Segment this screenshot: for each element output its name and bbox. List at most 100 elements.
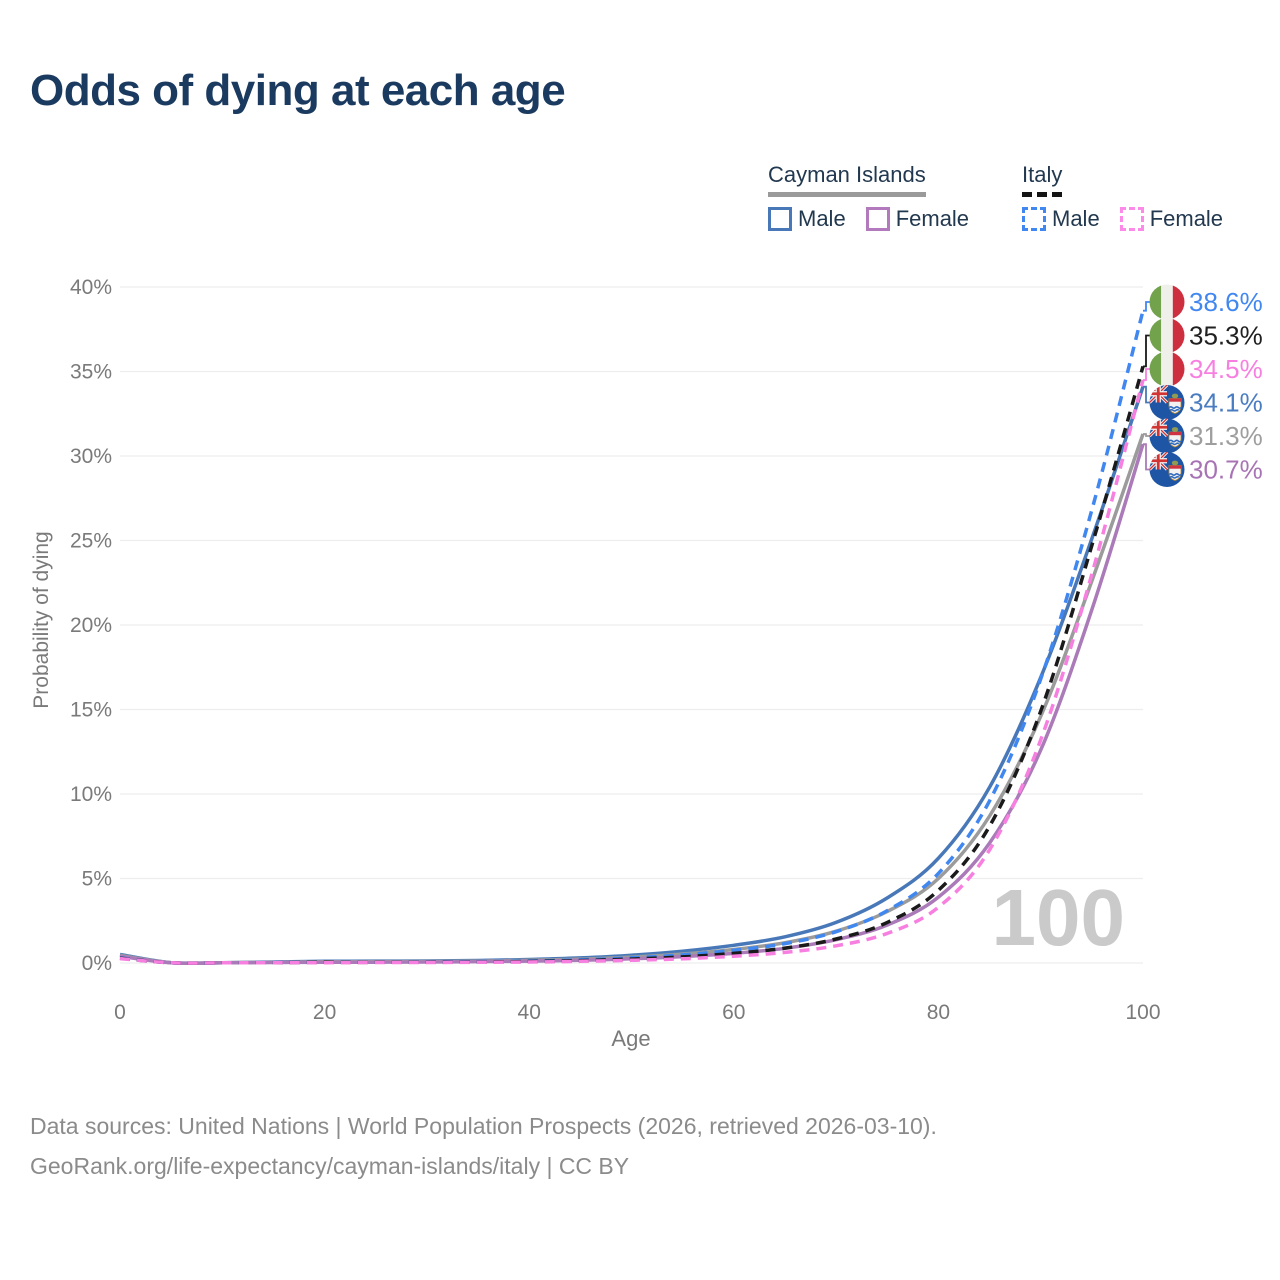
cayman-islands-flag-icon	[1149, 385, 1185, 420]
cayman-female-swatch-icon	[865, 207, 890, 231]
y-tick-label: 25%	[70, 530, 112, 553]
end-label-flag-italy-male	[1149, 284, 1185, 320]
cayman-crest	[1168, 427, 1182, 448]
axis-layer: 0% 5% 10% 15% 20% 25% 30% 35% 40% 0 20 40 60 80 100 Age…	[30, 276, 1161, 1051]
italy-flag-green	[1149, 318, 1162, 353]
end-label-value-italy-male: 38.6%	[1189, 287, 1263, 317]
end-label-value-cayman-islands-total: 31.3%	[1189, 421, 1263, 451]
y-tick-label: 0%	[82, 952, 112, 975]
x-tick-label: 20	[313, 1001, 336, 1024]
italy-flag-red	[1172, 318, 1185, 353]
union-jack-cross-red	[1149, 452, 1167, 470]
y-tick-label: 15%	[70, 699, 112, 722]
crest-chief	[1169, 398, 1181, 402]
crest-turtle	[1171, 427, 1179, 432]
crest-wave	[1169, 475, 1180, 479]
end-label-flag-cayman-islands-total	[1149, 418, 1185, 454]
cayman-crest	[1168, 460, 1182, 481]
end-label-flag-cayman-islands-female	[1149, 452, 1185, 487]
cayman-male-swatch-icon	[768, 207, 792, 231]
end-label-value-italy-female: 34.5%	[1189, 354, 1263, 384]
legend-item-label: Female	[895, 206, 970, 231]
x-tick-label: 40	[518, 1001, 541, 1024]
italy-flag-red	[1172, 351, 1185, 387]
footer-source-line: Data sources: United Nations | World Pop…	[30, 1113, 937, 1139]
legend-items-italy: Male Female	[1022, 206, 1223, 232]
italy-flag-icon	[1149, 318, 1185, 353]
y-tick-label: 30%	[70, 445, 112, 468]
end-label-leader-cayman-islands-total	[1143, 433, 1151, 437]
end-label-flag-italy-female	[1149, 351, 1185, 387]
watermark-layer: 100	[992, 873, 1125, 962]
legend-item-italy-male[interactable]: Male	[1022, 206, 1100, 232]
y-tick-label: 10%	[70, 783, 112, 806]
grid-layer	[120, 286, 1143, 964]
italy-flag-red	[1172, 284, 1185, 320]
crest-chief	[1169, 432, 1181, 436]
y-tick-label: 35%	[70, 361, 112, 384]
italy-flag-green	[1149, 351, 1162, 387]
legend-items-cayman: Male Female	[768, 206, 969, 232]
y-tick-label: 40%	[70, 276, 112, 299]
italy-flag-icon	[1149, 351, 1185, 387]
crest-chief	[1169, 465, 1181, 469]
end-label-leader-italy-female	[1143, 368, 1151, 381]
italy-flag-green	[1149, 284, 1162, 320]
italy-flag-icon	[1149, 284, 1185, 320]
crest-wave	[1168, 473, 1182, 476]
crest-wave	[1169, 408, 1180, 412]
y-tick-label: 20%	[70, 614, 112, 637]
legend-item-cayman-female[interactable]: Female	[865, 206, 970, 232]
legend-group-italy: Italy Male Female	[1022, 162, 1223, 232]
end-label-value-cayman-islands-female: 30.7%	[1189, 455, 1263, 485]
legend-group-cayman-islands: Cayman Islands Male Female	[768, 162, 969, 232]
end-label-leader-cayman-islands-male	[1143, 385, 1151, 404]
y-tick-label: 5%	[82, 868, 112, 891]
legend-title-cayman-islands[interactable]: Cayman Islands	[768, 162, 926, 197]
italy-flag-white	[1161, 351, 1173, 387]
x-tick-label: 100	[1125, 1001, 1160, 1024]
union-jack-cross-red	[1149, 385, 1167, 403]
series-line-italy-female	[119, 379, 1145, 965]
legend: Cayman Islands Male Female Italy Male	[0, 162, 1280, 242]
end-label-flag-cayman-islands-male	[1149, 385, 1185, 420]
legend-item-cayman-male[interactable]: Male	[768, 206, 846, 232]
legend-item-label: Male	[798, 206, 846, 231]
x-tick-label: 0	[114, 1001, 126, 1024]
end-label-leader-italy-total	[1143, 334, 1151, 368]
italy-female-swatch-icon	[1119, 207, 1144, 231]
crest-turtle	[1171, 393, 1179, 399]
cayman-crest	[1168, 393, 1182, 414]
crest-wave	[1168, 406, 1182, 409]
page-title: Odds of dying at each age	[30, 66, 566, 115]
y-axis-title: Probability of dying	[30, 531, 53, 708]
series-layer	[119, 310, 1145, 966]
x-axis-title: Age	[611, 1026, 650, 1051]
union-jack-cross-red	[1149, 418, 1167, 436]
cayman-islands-flag-icon	[1149, 452, 1185, 487]
age-watermark: 100	[992, 873, 1125, 962]
end-label-value-italy-total: 35.3%	[1189, 321, 1263, 351]
crest-wave	[1168, 439, 1182, 443]
crest-wave	[1169, 442, 1180, 446]
end-label-flag-italy-total	[1149, 318, 1185, 353]
italy-flag-white	[1161, 318, 1173, 353]
x-tick-label: 80	[927, 1001, 950, 1024]
legend-title-italy[interactable]: Italy	[1022, 162, 1063, 197]
series-line-cayman-islands-male	[119, 386, 1145, 966]
end-label-leader-italy-male	[1143, 301, 1151, 312]
cayman-islands-flag-icon	[1149, 418, 1185, 454]
legend-item-italy-female[interactable]: Female	[1119, 206, 1224, 232]
end-label-value-cayman-islands-male: 34.1%	[1189, 388, 1263, 418]
end-label-layer: 38.6% 35.3%34.5% 34.1%31.3% 30.7%	[1143, 284, 1263, 487]
footer-link-line: GeoRank.org/life-expectancy/cayman-islan…	[30, 1153, 630, 1179]
end-label-leader-cayman-islands-female	[1143, 443, 1151, 471]
legend-item-label: Male	[1052, 206, 1100, 231]
series-line-cayman-islands-female	[119, 443, 1145, 966]
footer: Data sources: United Nations | World Pop…	[30, 1106, 937, 1186]
legend-item-label: Female	[1149, 206, 1224, 231]
italy-flag-white	[1161, 284, 1173, 320]
italy-male-swatch-icon	[1022, 207, 1046, 231]
